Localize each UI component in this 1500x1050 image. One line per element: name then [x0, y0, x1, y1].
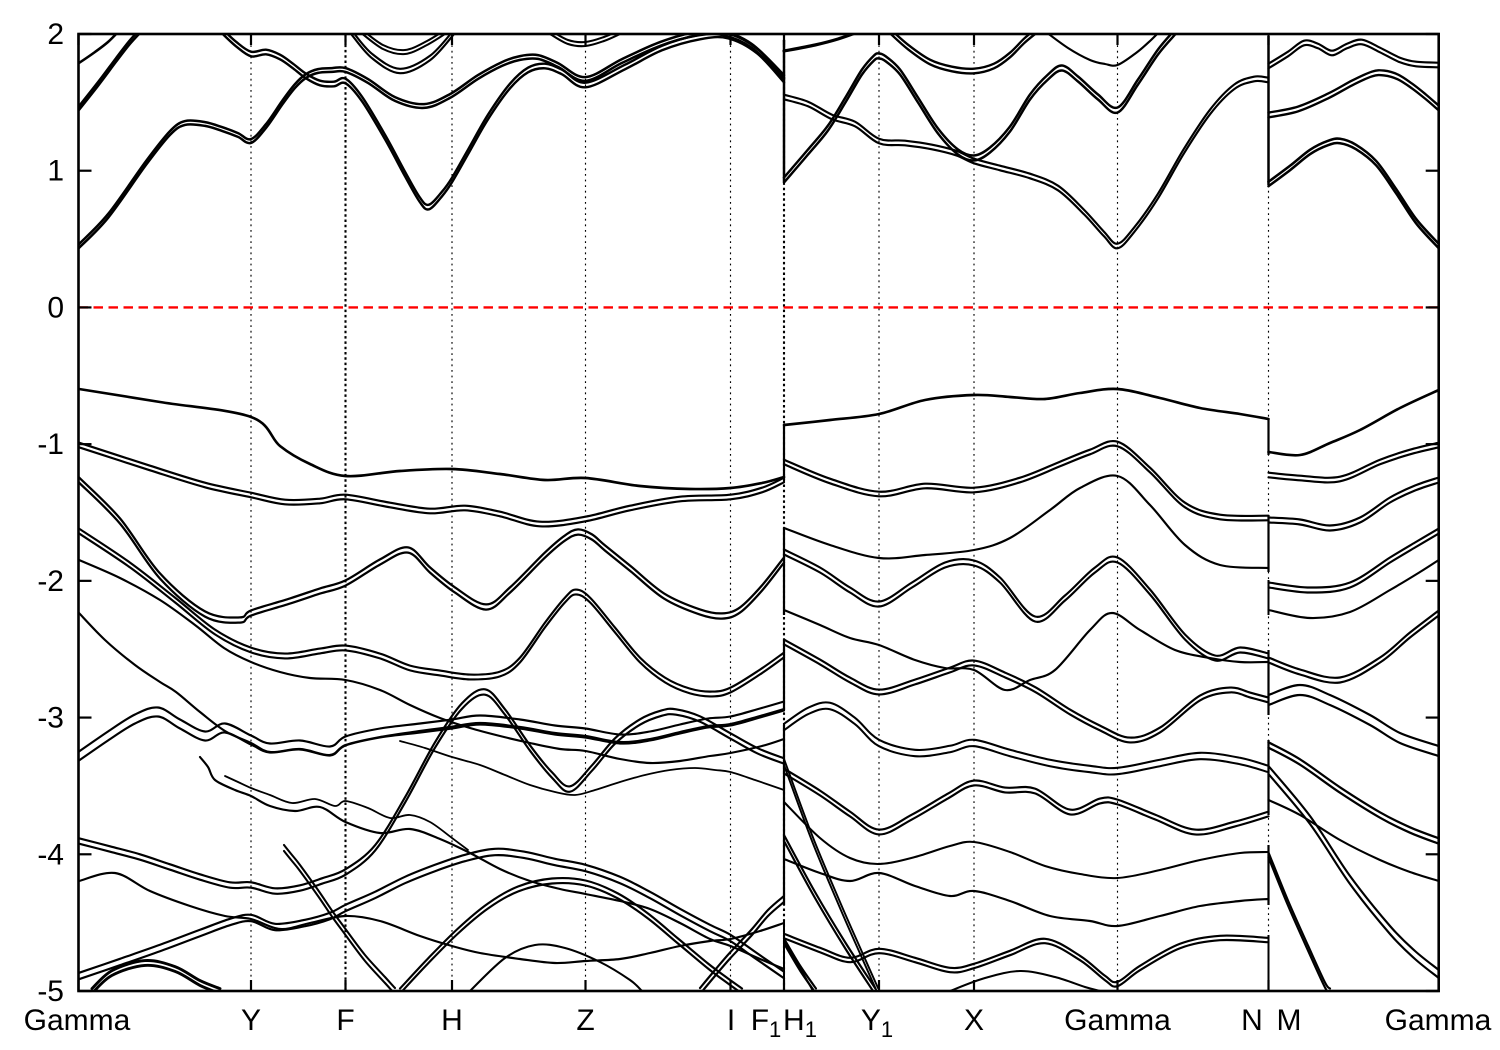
svg-text:Gamma: Gamma [24, 1004, 131, 1037]
svg-text:X: X [964, 1004, 984, 1037]
svg-text:1: 1 [47, 155, 64, 188]
svg-text:N: N [1241, 1004, 1263, 1037]
svg-text:Z: Z [576, 1004, 594, 1037]
svg-text:Gamma: Gamma [1064, 1004, 1171, 1037]
svg-text:-5: -5 [37, 975, 64, 1008]
svg-text:2: 2 [47, 18, 64, 51]
svg-text:-3: -3 [37, 702, 64, 735]
svg-text:0: 0 [47, 291, 64, 324]
svg-text:F: F [336, 1004, 354, 1037]
svg-text:Y: Y [241, 1004, 261, 1037]
svg-text:-2: -2 [37, 565, 64, 598]
svg-text:H: H [441, 1004, 463, 1037]
svg-text:I: I [727, 1004, 735, 1037]
svg-text:-1: -1 [37, 428, 64, 461]
svg-text:Gamma: Gamma [1385, 1004, 1492, 1037]
svg-text:M: M [1277, 1004, 1302, 1037]
svg-text:-4: -4 [37, 838, 64, 871]
